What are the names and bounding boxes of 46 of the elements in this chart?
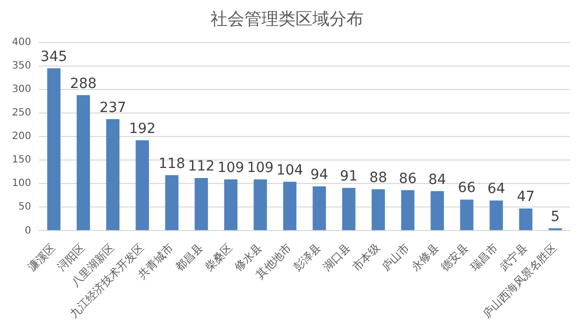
data-label: 94 <box>310 167 328 184</box>
bar <box>519 208 532 230</box>
bar <box>490 200 503 230</box>
y-tick-label: 100 <box>12 178 32 190</box>
data-label: 66 <box>458 180 476 196</box>
data-label: 104 <box>276 162 304 178</box>
y-tick-label: 0 <box>24 225 32 236</box>
data-label: 118 <box>158 156 186 172</box>
data-label: 109 <box>217 160 244 176</box>
data-label: 192 <box>128 120 156 137</box>
y-tick-label: 250 <box>12 108 32 119</box>
bar <box>136 140 149 230</box>
y-tick-label: 50 <box>18 202 32 213</box>
bar <box>47 68 60 230</box>
data-label: 288 <box>70 76 97 92</box>
data-label: 47 <box>516 189 535 206</box>
bar <box>224 179 238 230</box>
bar <box>312 186 326 230</box>
chart-title: 社会管理类区域分布 <box>210 10 364 30</box>
data-label: 112 <box>188 158 215 175</box>
y-tick-label: 400 <box>12 36 32 48</box>
bar <box>254 179 267 230</box>
bar <box>430 191 444 230</box>
bar <box>342 188 356 230</box>
data-label: 5 <box>550 208 560 225</box>
data-label: 88 <box>369 170 388 186</box>
bar <box>194 178 208 230</box>
bar <box>283 182 296 230</box>
bar <box>106 119 120 230</box>
y-tick-label: 300 <box>12 84 32 96</box>
bar <box>76 95 90 230</box>
data-label: 345 <box>40 48 68 65</box>
x-tick-label: 濂溪区 <box>25 241 58 274</box>
y-tick-label: 200 <box>12 131 32 142</box>
bar <box>401 190 414 230</box>
data-label: 84 <box>428 172 446 188</box>
y-tick-label: 350 <box>12 60 32 72</box>
bar <box>372 189 385 230</box>
y-tick-label: 150 <box>12 154 32 166</box>
data-label: 91 <box>340 168 358 184</box>
data-label: 64 <box>487 181 506 198</box>
bar <box>165 175 178 230</box>
bar <box>460 200 474 230</box>
data-label: 86 <box>398 170 417 187</box>
data-label: 237 <box>99 100 126 116</box>
data-label: 109 <box>246 160 274 176</box>
